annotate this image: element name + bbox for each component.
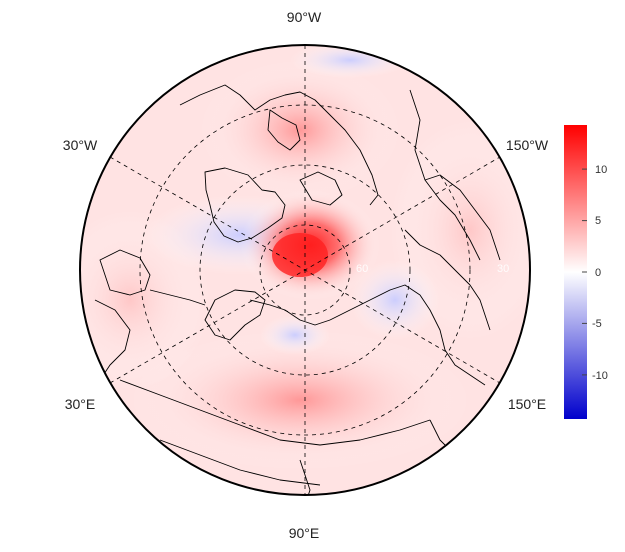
map-border <box>79 44 531 496</box>
colorbar-gradient <box>564 125 587 419</box>
colorbar-tick-5: 5 <box>595 215 601 227</box>
lon-label-150e: 150°E <box>508 396 546 412</box>
lon-label-150w: 150°W <box>506 137 549 153</box>
colorbar-tick-minus10: -10 <box>592 370 608 382</box>
colorbar-tick-minus5: -5 <box>592 318 602 330</box>
anomaly-field <box>80 45 530 495</box>
lon-label-90e: 90°E <box>289 525 320 541</box>
lat-label-30: 30 <box>497 263 509 275</box>
colorbar-tick-10: 10 <box>595 164 607 176</box>
lon-label-90w: 90°W <box>287 9 322 25</box>
colorbar-tick-0: 0 <box>595 267 601 279</box>
graticule <box>109 45 501 495</box>
lon-label-30e: 30°E <box>65 396 96 412</box>
lat-label-60: 60 <box>356 263 368 275</box>
lon-label-30w: 30°W <box>63 137 98 153</box>
colorbar-ticks <box>582 168 587 376</box>
coastlines <box>94 84 501 495</box>
colorbar: 10 5 0 -5 -10 <box>564 125 608 419</box>
